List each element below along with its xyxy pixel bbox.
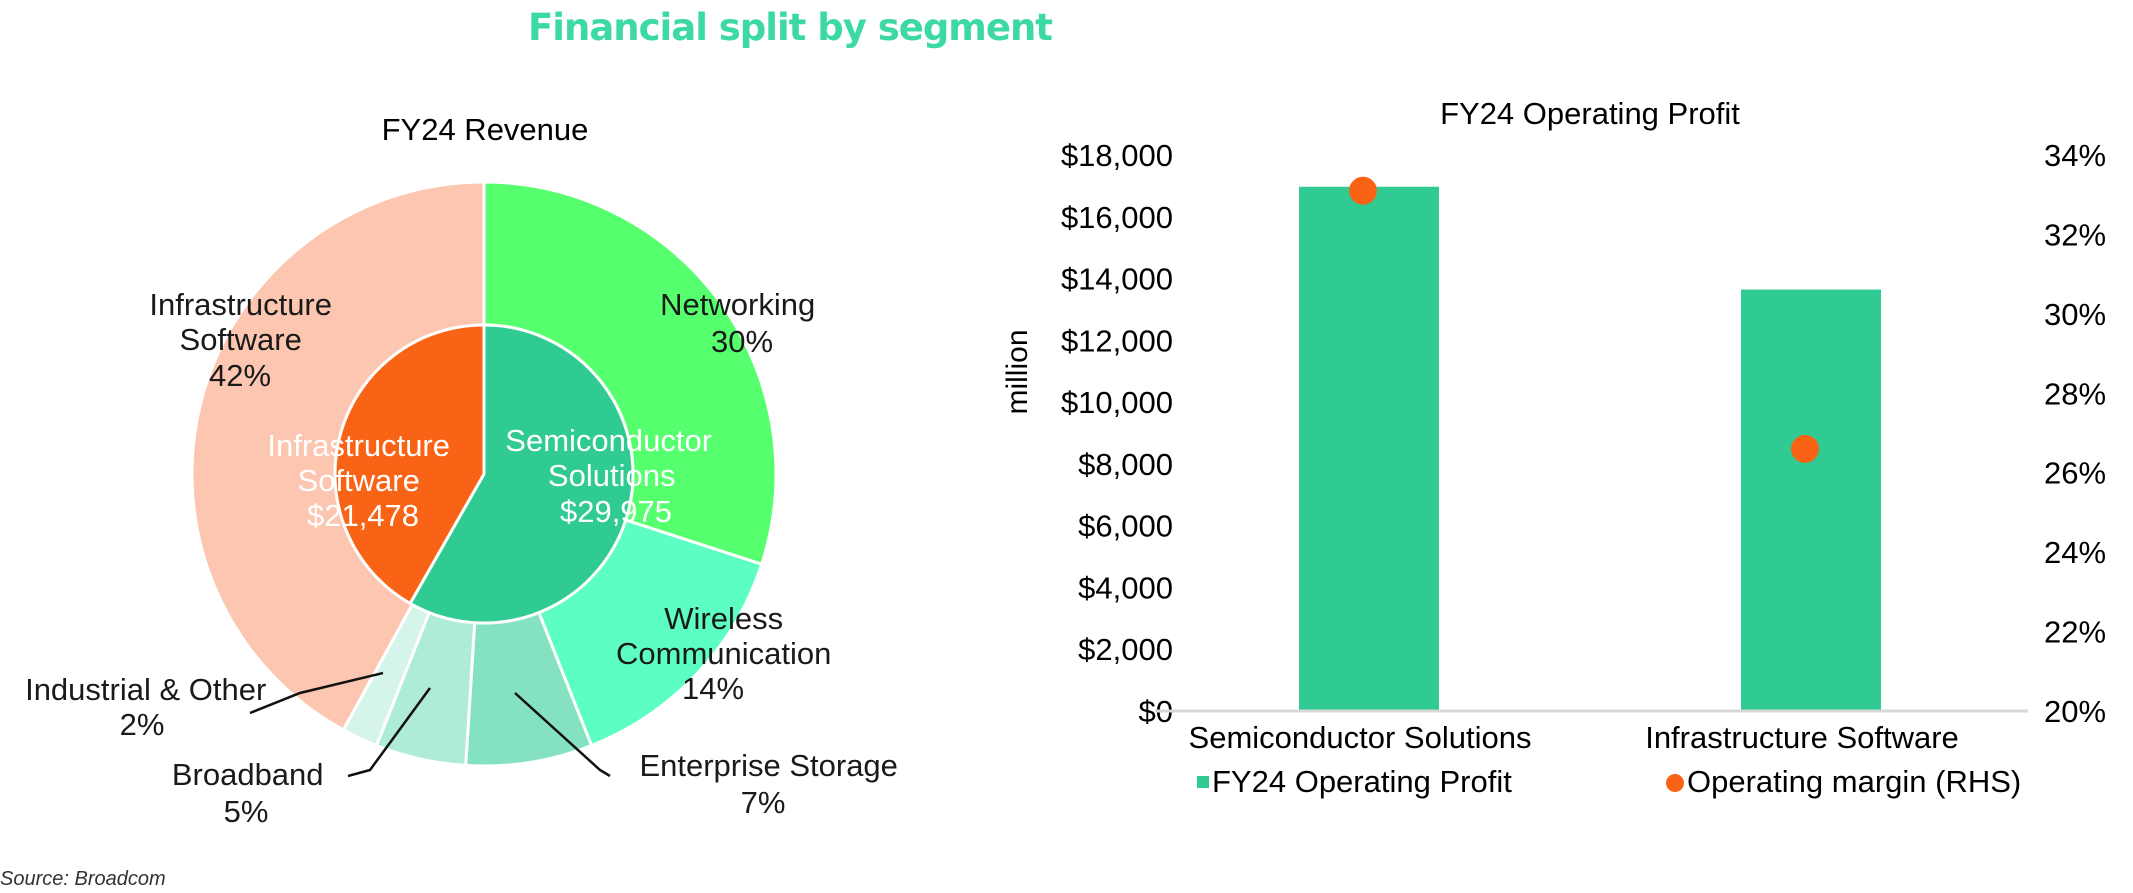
- revenue-chart-title: FY24 Revenue: [382, 112, 589, 147]
- y-tick-label: $8,000: [1078, 447, 1173, 482]
- y2-tick-label: 20%: [2044, 694, 2106, 729]
- y-axis-label: million: [1001, 329, 1034, 414]
- main-title: Financial split by segment: [528, 6, 1053, 49]
- bar-infrastructure-software: [1741, 289, 1881, 711]
- label-broadband: Broadband 5%: [172, 757, 332, 829]
- label-infrastructure-software-inner: Infrastructure Software $21,478: [267, 428, 458, 533]
- label-infrastructure-software-outer: Infrastructure Software 42%: [149, 287, 340, 393]
- y-tick-label: $12,000: [1061, 323, 1173, 358]
- y2-tick-label: 22%: [2044, 615, 2106, 650]
- y-tick-label: $6,000: [1078, 509, 1173, 544]
- y2-tick-label: 24%: [2044, 535, 2106, 570]
- y2-tick-label: 32%: [2044, 217, 2106, 252]
- legend-label-operating-profit: FY24 Operating Profit: [1212, 764, 1512, 799]
- y-tick-label: $14,000: [1061, 262, 1173, 297]
- y-tick-label: $4,000: [1078, 570, 1173, 605]
- operating-profit-chart: FY24 Operating Profit million $0$2,000$4…: [1001, 96, 2106, 799]
- x-tick-label: Infrastructure Software: [1645, 720, 1959, 755]
- label-industrial-other: Industrial & Other 2%: [25, 672, 275, 742]
- inner-slice-semiconductor-solutions: [408, 323, 635, 625]
- label-networking: Networking 30%: [660, 287, 824, 359]
- y2-tick-label: 30%: [2044, 297, 2106, 332]
- margin-marker-infrastructure-software: [1791, 434, 1819, 463]
- y-tick-label: $16,000: [1061, 200, 1173, 235]
- operating-profit-chart-title: FY24 Operating Profit: [1440, 96, 1740, 131]
- y2-tick-label: 28%: [2044, 376, 2106, 411]
- x-tick-label: Semiconductor Solutions: [1189, 720, 1532, 755]
- legend: FY24 Operating Profit Operating margin (…: [1197, 764, 2021, 799]
- revenue-donut-chart: FY24 Revenue Networking 30% Wireless Com…: [25, 112, 906, 829]
- y-tick-label: $2,000: [1078, 632, 1173, 667]
- y2-tick-label: 34%: [2044, 138, 2106, 173]
- legend-swatch-operating-margin: [1666, 774, 1684, 792]
- legend-label-operating-margin: Operating margin (RHS): [1687, 764, 2021, 799]
- label-wireless-communication: Wireless Communication 14%: [616, 601, 840, 706]
- label-semiconductor-solutions-inner: Semiconductor Solutions $29,975: [505, 423, 720, 529]
- y-tick-label: $18,000: [1061, 138, 1173, 173]
- label-enterprise-storage: Enterprise Storage 7%: [639, 748, 906, 820]
- source-note: Source: Broadcom: [0, 868, 166, 890]
- bar-semiconductor-solutions: [1299, 186, 1439, 711]
- inner-slice-infrastructure-software: [333, 323, 486, 606]
- y2-tick-label: 26%: [2044, 456, 2106, 491]
- legend-swatch-operating-profit: [1197, 776, 1209, 788]
- margin-marker-semiconductor-solutions: [1349, 176, 1377, 205]
- y-tick-label: $10,000: [1061, 385, 1173, 420]
